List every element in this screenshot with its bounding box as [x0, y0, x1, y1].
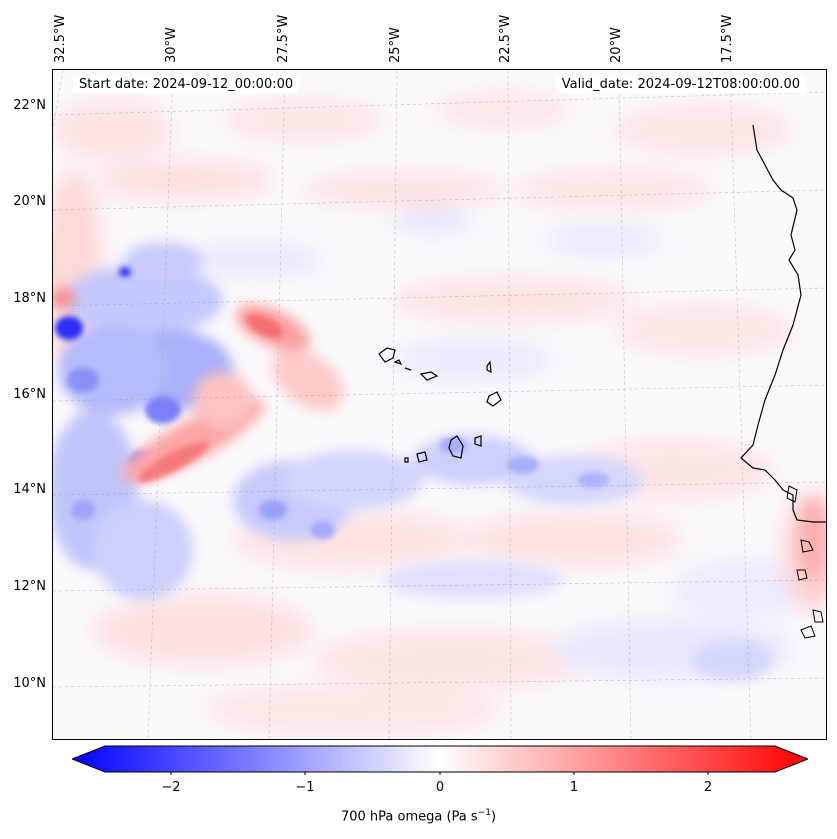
- patch: [673, 560, 813, 620]
- map-panel: Start date: 2024-09-12_00:00:00 Valid_da…: [52, 69, 827, 740]
- patch: [137, 441, 209, 483]
- patch: [203, 685, 503, 735]
- cape-verde-islands: [378, 347, 502, 463]
- colorbar-label-main: 700 hPa omega (Pa s: [340, 809, 478, 825]
- gridline: [268, 70, 286, 739]
- patch: [433, 92, 573, 128]
- lon-label-20w: 20°W: [609, 27, 624, 63]
- patch: [693, 640, 773, 680]
- island-brava: [404, 457, 409, 463]
- cbar-tick-label: 1: [569, 780, 579, 795]
- colorbar: [72, 745, 808, 775]
- patch: [53, 100, 173, 160]
- patch: [463, 512, 683, 568]
- colorbar-label-end: ): [490, 809, 497, 825]
- start-date-label: Start date: 2024-09-12_00:00:00: [73, 76, 300, 93]
- island-maio: [474, 435, 482, 447]
- patch: [193, 372, 253, 428]
- patch: [58, 325, 168, 415]
- patch: [393, 208, 473, 232]
- cbar-tick-label: −1: [295, 780, 315, 795]
- lat-label-22n: 22°N: [13, 98, 46, 113]
- faint-field-patches: [53, 92, 826, 735]
- colorbar-label-exponent: −1: [477, 808, 491, 818]
- patch: [543, 226, 663, 254]
- island-sal: [486, 360, 492, 374]
- coastline-islands-guinea: [786, 485, 824, 639]
- patch: [383, 560, 563, 600]
- cbar-tick-label: −2: [161, 780, 181, 795]
- patch: [577, 472, 609, 488]
- patch: [123, 242, 203, 278]
- lat-label-12n: 12°N: [13, 579, 46, 594]
- island-sao-nicolau: [419, 371, 439, 381]
- cbar-tick-label: 2: [703, 780, 713, 795]
- patch: [223, 100, 383, 140]
- patch: [613, 105, 793, 155]
- patch: [93, 160, 273, 200]
- patch: [799, 500, 826, 580]
- gridline: [388, 70, 398, 739]
- gridline: [147, 70, 174, 739]
- lon-label-22-5w: 22.5°W: [498, 14, 513, 63]
- colorbar-ticks: [170, 772, 709, 775]
- island-santo-antao: [378, 347, 396, 363]
- patch: [55, 316, 83, 340]
- valid-date-label: Valid_date: 2024-09-12T08:00:00.00: [555, 76, 806, 93]
- lat-label-20n: 20°N: [13, 194, 46, 209]
- patch: [71, 500, 95, 520]
- lon-label-30w: 30°W: [164, 27, 179, 63]
- blue-convective-region: [53, 242, 773, 680]
- gridline: [729, 70, 752, 739]
- patch: [183, 245, 323, 275]
- lat-label-10n: 10°N: [13, 676, 46, 691]
- patch: [93, 500, 193, 600]
- colorbar-gradient: [72, 745, 808, 773]
- island-sao-vicente: [393, 359, 403, 366]
- patch: [93, 595, 313, 665]
- colorbar-label: 700 hPa omega (Pa s−1): [0, 808, 837, 824]
- patch: [393, 278, 633, 322]
- gridline: [507, 70, 512, 739]
- graticule: [53, 70, 826, 739]
- patch: [53, 288, 75, 308]
- patch: [246, 314, 284, 338]
- patch: [313, 630, 593, 690]
- lon-label-17-5w: 17.5°W: [720, 14, 735, 63]
- patch: [145, 396, 181, 424]
- lat-label-16n: 16°N: [13, 387, 46, 402]
- patch: [513, 170, 713, 210]
- island-santa-luzia: [404, 367, 412, 371]
- patch: [67, 368, 99, 392]
- patch: [303, 172, 503, 208]
- lat-label-18n: 18°N: [13, 291, 46, 306]
- patch: [283, 450, 423, 510]
- island-santiago: [448, 435, 464, 459]
- lat-label-14n: 14°N: [13, 482, 46, 497]
- patch: [507, 456, 539, 474]
- lon-label-25w: 25°W: [388, 27, 403, 63]
- lon-label-32-5w: 32.5°W: [53, 14, 68, 63]
- red-cores: [137, 314, 284, 483]
- island-fogo: [416, 451, 428, 463]
- lon-label-27-5w: 27.5°W: [276, 14, 291, 63]
- omega-field-map: [53, 70, 826, 739]
- patch: [311, 521, 335, 539]
- gridline: [618, 70, 632, 739]
- patch: [119, 267, 131, 277]
- patch: [259, 500, 287, 520]
- patch: [393, 340, 553, 380]
- island-boa-vista: [486, 391, 502, 407]
- cbar-tick-label: 0: [435, 780, 445, 795]
- gridline: [53, 70, 64, 131]
- patch: [63, 265, 223, 335]
- patch: [613, 305, 793, 355]
